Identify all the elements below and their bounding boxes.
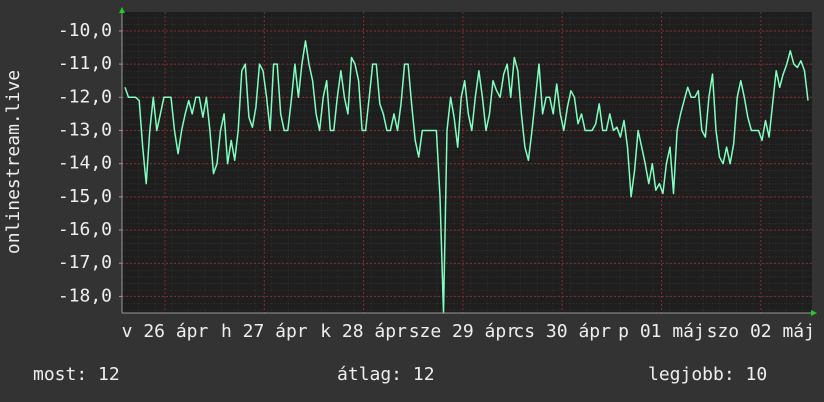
footer-label: most: (33, 364, 87, 385)
x-tick-label: v 26 ápr (122, 321, 209, 342)
y-tick-label: -11,0 (58, 53, 112, 74)
footer-value: 10 (746, 364, 768, 385)
x-tick-label: szo 02 máj (707, 321, 815, 342)
footer-label: átlag: (337, 364, 402, 385)
x-tick-label: h 27 ápr (221, 321, 308, 342)
y-tick-label: -13,0 (58, 119, 112, 140)
y-tick-label: -18,0 (58, 285, 112, 306)
y-tick-label: -10,0 (58, 20, 112, 41)
footer-value: 12 (413, 364, 435, 385)
footer-item: most: 12 (33, 364, 120, 385)
footer-item: legjobb: 10 (648, 364, 767, 385)
axis-arrow (119, 7, 125, 13)
x-tick-label: cs 30 ápr (513, 321, 611, 342)
footer-item: átlag: 12 (337, 364, 435, 385)
y-tick-label: -12,0 (58, 86, 112, 107)
y-tick-label: -17,0 (58, 252, 112, 273)
footer-value: 12 (98, 364, 120, 385)
y-tick-label: -15,0 (58, 186, 112, 207)
x-tick-label: sze 29 ápr (409, 321, 518, 342)
minor-grid (122, 12, 812, 313)
axis-arrow (811, 310, 817, 316)
y-axis-label: onlinestream.live (3, 70, 24, 254)
footer-label: legjobb: (648, 364, 735, 385)
x-tick-label: p 01 máj (618, 321, 705, 342)
series-line (124, 40, 809, 314)
x-tick-label: k 28 ápr (320, 321, 407, 342)
y-tick-label: -14,0 (58, 153, 112, 174)
y-tick-label: -16,0 (58, 219, 112, 240)
